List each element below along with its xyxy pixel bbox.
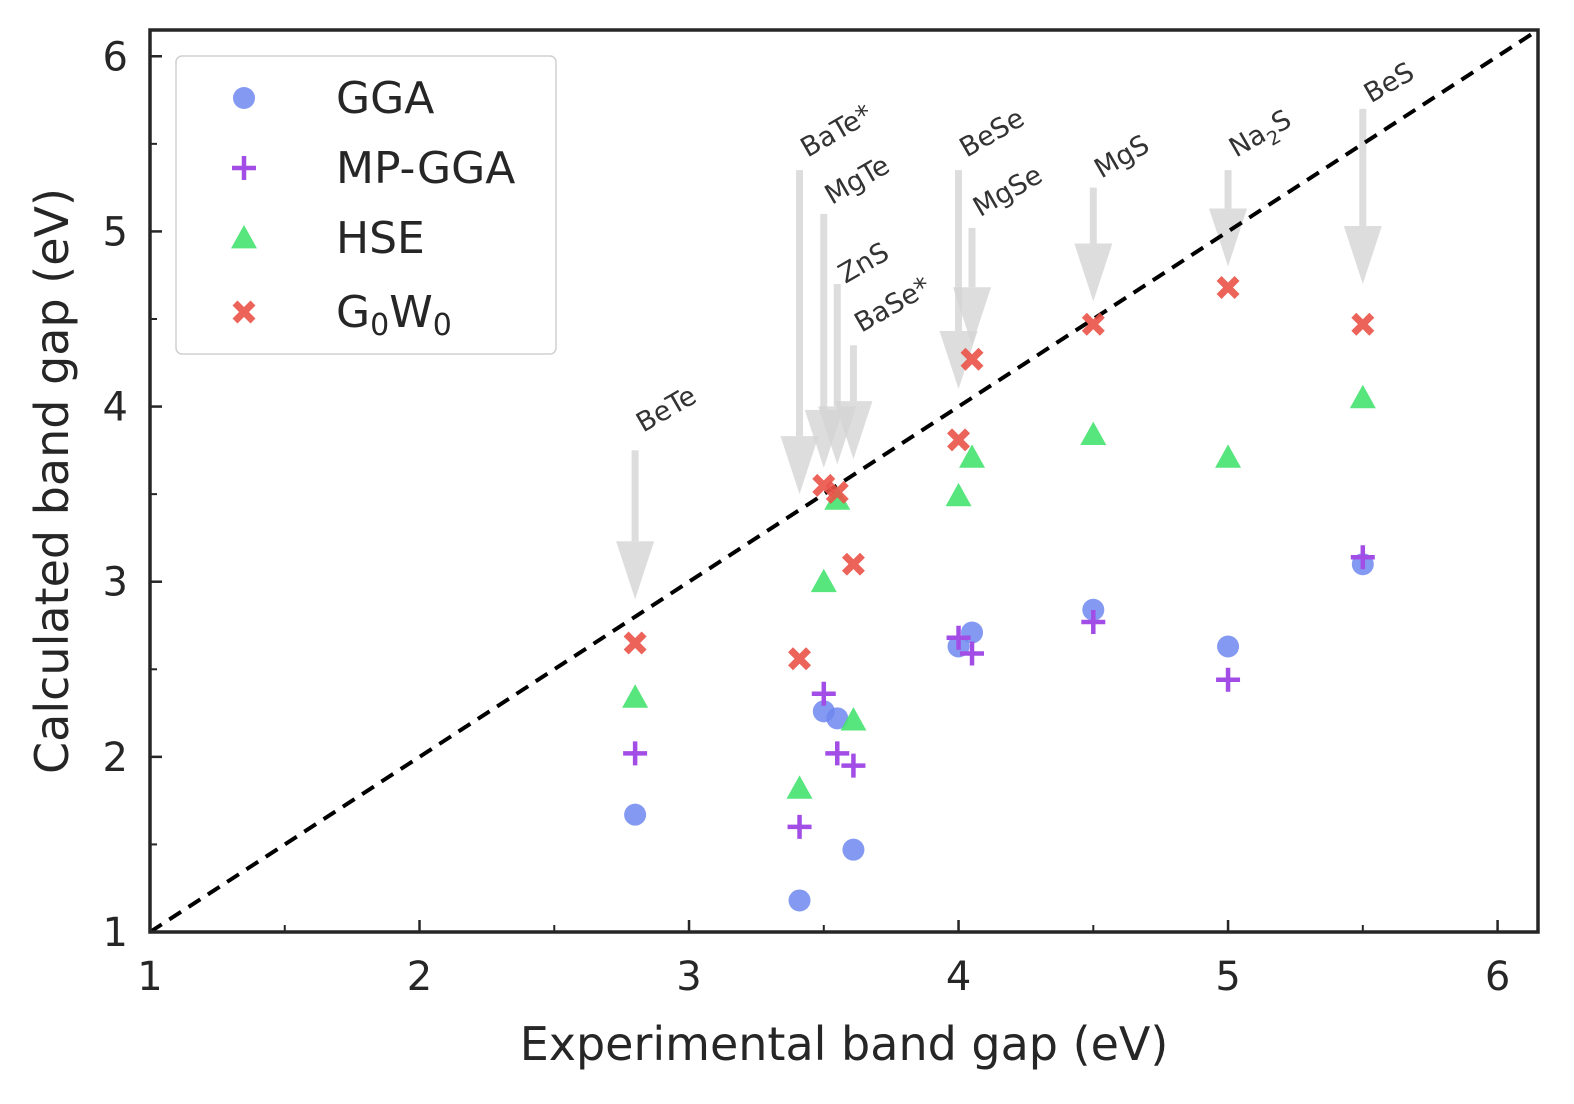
data-point-plus (1216, 667, 1241, 692)
data-point-circle (826, 707, 849, 730)
x-tick-label: 4 (946, 954, 971, 1000)
annotation-label: BaTe* (796, 99, 878, 164)
x-axis-label: Experimental band gap (eV) (520, 1017, 1169, 1071)
x-tick-label: 1 (137, 954, 162, 1000)
text-part: W (389, 287, 433, 338)
data-point-x (623, 631, 647, 655)
data-point-triangle (622, 684, 649, 708)
data-point-triangle (810, 568, 837, 593)
annotation-arrow-head (1074, 243, 1113, 302)
data-point-x (812, 473, 836, 497)
data-point-triangle (959, 444, 986, 468)
data-point-circle (788, 889, 811, 912)
text-part: Na (1224, 119, 1271, 164)
x-tick-label: 6 (1485, 954, 1510, 1000)
data-point-x (788, 647, 812, 671)
data-point-triangle (1215, 444, 1242, 468)
data-point-plus (623, 741, 648, 766)
annotation-arrow-shaft (968, 227, 976, 288)
data-point-triangle (1080, 421, 1107, 445)
x-tick-label: 3 (676, 954, 701, 1000)
legend-marker-triangle (231, 225, 257, 249)
annotation-arrow-shaft (796, 170, 804, 437)
annotation-arrow-shaft (955, 170, 963, 332)
data-point-x (1081, 312, 1105, 336)
annotation-label: MgSe (968, 160, 1048, 224)
axis-ticks: 1 2 3 4 5 6 1 2 3 4 5 6 (103, 34, 1511, 1000)
data-point-plus (787, 814, 812, 839)
data-point-plus (825, 741, 850, 766)
subscript-part: 0 (370, 308, 389, 343)
legend-label: G0W0 (336, 287, 452, 343)
x-tick-label: 2 (407, 954, 432, 1000)
data-point-x (1216, 275, 1240, 299)
data-point-circle (842, 838, 865, 861)
data-point-plus (1081, 609, 1106, 634)
legend-label: GGA (336, 73, 434, 124)
annotation-arrow-head (834, 401, 873, 460)
legend-label: HSE (336, 213, 425, 264)
y-tick-label: 2 (103, 735, 128, 781)
annotation-arrow-shaft (849, 345, 857, 402)
annotation-label: Na2S (1224, 104, 1300, 169)
annotation-arrow-shaft (833, 283, 841, 407)
data-point-circle (624, 803, 647, 826)
annotation-arrow-head (939, 331, 978, 390)
data-point-triangle (824, 486, 851, 510)
data-point-plus (1350, 545, 1375, 570)
data-points-layer (622, 275, 1376, 912)
data-point-plus (960, 641, 985, 666)
annotation-arrow-shaft (1224, 170, 1232, 209)
data-point-triangle (840, 707, 867, 731)
annotation-arrow-head (780, 436, 819, 495)
annotation-label: BeTe (631, 380, 702, 439)
data-point-plus (946, 625, 971, 650)
legend-marker-plus (232, 156, 256, 180)
annotation-arrow-head (1343, 225, 1382, 284)
legend-label: MP-GGA (336, 143, 515, 194)
y-tick-label: 1 (103, 910, 128, 956)
annotation-label: MgS (1089, 129, 1154, 185)
data-point-circle (1082, 598, 1105, 621)
annotation-arrow-head (953, 287, 992, 346)
text-part: G (336, 287, 370, 338)
annotation-label: MgTe (820, 150, 895, 211)
data-point-triangle (1349, 384, 1376, 409)
plot-frame (148, 28, 1540, 934)
annotation-arrow-shaft (1089, 187, 1097, 244)
annotation-arrow-shaft (1359, 108, 1367, 226)
legend-marker-circle (233, 87, 255, 109)
annotation-arrow-shaft (631, 450, 639, 542)
x-tick-label: 5 (1215, 954, 1240, 1000)
data-point-x (960, 347, 984, 371)
annotation-arrow-shaft (820, 213, 828, 410)
data-point-plus (841, 753, 866, 778)
data-point-circle (1217, 635, 1240, 658)
y-tick-label: 3 (103, 560, 128, 606)
data-point-x (841, 552, 865, 576)
y-tick-label: 6 (103, 34, 128, 80)
y-axis-label: Calculated band gap (eV) (25, 188, 79, 774)
annotation-arrow-head (1209, 208, 1248, 267)
annotation-label: BeSe (955, 103, 1030, 164)
legend-box (175, 55, 557, 355)
data-point-x (947, 428, 971, 452)
y-tick-label: 4 (103, 385, 128, 431)
annotation-label: BeS (1359, 57, 1420, 110)
annotation-arrow-head (616, 541, 655, 600)
y-tick-label: 5 (103, 209, 128, 255)
annotation-label: ZnS (833, 237, 894, 290)
data-point-plus (811, 681, 836, 706)
data-point-x (1351, 312, 1375, 336)
data-point-triangle (786, 775, 813, 799)
data-point-triangle (945, 482, 972, 507)
data-point-circle (961, 621, 984, 644)
legend-marker-x (232, 300, 256, 324)
subscript-part: 0 (433, 308, 452, 343)
data-point-x (825, 480, 849, 504)
